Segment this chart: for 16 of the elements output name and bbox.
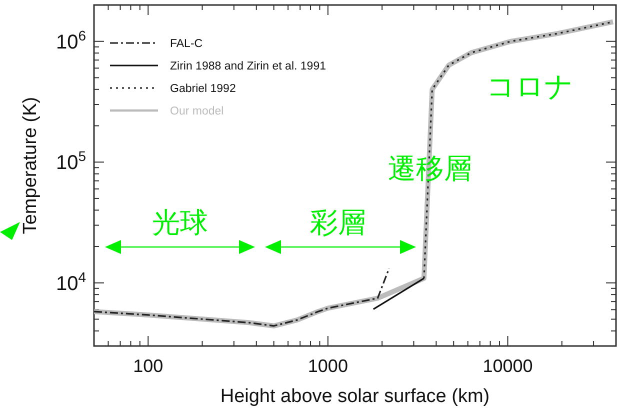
x-tick-label: 1000 (308, 356, 348, 376)
legend-label: Gabriel 1992 (170, 83, 236, 95)
legend-label: Our model (170, 106, 224, 118)
x-axis-title: Height above solar surface (km) (220, 386, 490, 407)
y-tick-label: 10$^{5}$ (56, 148, 86, 174)
annotation: 光球 (152, 207, 208, 238)
y-axis-title: Temperature (K) (20, 96, 41, 234)
legend-label: Zirin 1988 and Zirin et al. 1991 (170, 60, 326, 72)
annotation: 彩層 (310, 207, 366, 238)
y-tick-label: 10$^{6}$ (56, 27, 86, 54)
x-tick-label: 10000 (482, 356, 533, 376)
annotation: 遷移層 (388, 153, 472, 184)
annotation: コロナ (486, 71, 574, 102)
x-tick-label: 100 (133, 356, 164, 376)
legend-label: FAL-C (170, 38, 203, 50)
y-tick-label: 10$^{4}$ (56, 268, 86, 295)
